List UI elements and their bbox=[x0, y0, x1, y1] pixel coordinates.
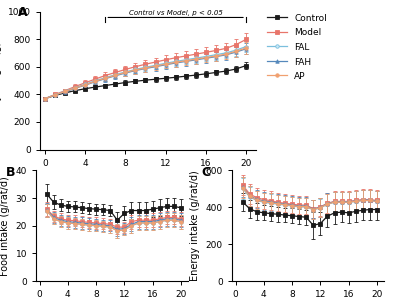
Text: C: C bbox=[202, 166, 211, 179]
Text: B: B bbox=[6, 166, 15, 179]
Y-axis label: Energy intake (g/rat/d): Energy intake (g/rat/d) bbox=[190, 170, 200, 281]
Text: A: A bbox=[18, 7, 28, 19]
X-axis label: Weeks: Weeks bbox=[132, 173, 164, 183]
Y-axis label: Food intake (g/rat/d): Food intake (g/rat/d) bbox=[0, 176, 10, 276]
Legend: Control, Model, FAL, FAH, AP: Control, Model, FAL, FAH, AP bbox=[267, 14, 327, 81]
Text: Control vs Model, p < 0.05: Control vs Model, p < 0.05 bbox=[129, 10, 222, 16]
Y-axis label: Body weight (g): Body weight (g) bbox=[0, 42, 2, 120]
